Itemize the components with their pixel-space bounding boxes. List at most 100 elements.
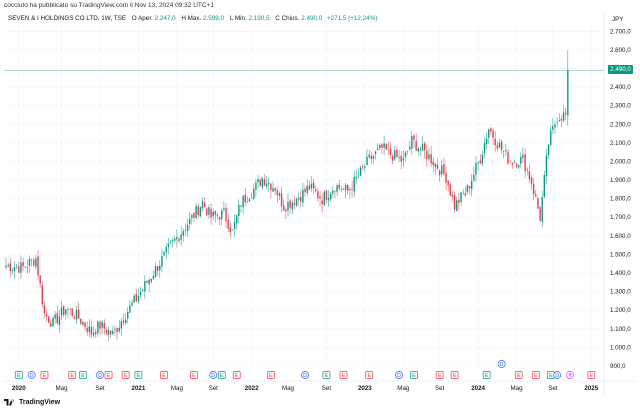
candle-body: [244, 194, 246, 203]
candle-body: [312, 182, 315, 189]
dividend-event-letter: D: [397, 373, 401, 379]
candle-body: [330, 194, 332, 200]
candle-body: [90, 327, 93, 335]
candle-body: [500, 141, 503, 150]
candle-body: [426, 150, 428, 159]
candle-body: [522, 155, 524, 159]
earnings-event-icon: [160, 371, 168, 379]
candle-body: [473, 174, 475, 181]
candle-body: [436, 164, 439, 169]
candle-body: [56, 312, 58, 324]
candle-body: [492, 130, 494, 138]
candle-body: [445, 172, 447, 183]
candle-body: [503, 151, 505, 153]
tradingview-footer[interactable]: TradingView: [4, 398, 60, 406]
y-tick-label: 2.300,0: [610, 103, 631, 110]
earnings-event-icon: [587, 371, 596, 379]
candle-body: [20, 262, 22, 273]
candle-body: [376, 148, 379, 151]
candle-body: [325, 190, 328, 200]
dividend-event-icon: [301, 371, 310, 379]
candle-body: [214, 211, 217, 215]
y-tick-label: 2.600,0: [610, 47, 631, 54]
candle-body: [73, 317, 76, 319]
y-tick-label: 900,0: [610, 363, 626, 370]
candle-body: [80, 318, 82, 324]
candle-body: [362, 165, 364, 168]
candle-body: [372, 155, 375, 159]
earnings-event-letter: E: [235, 373, 239, 379]
candle-body: [338, 184, 340, 189]
legend-open-word: Aper.: [138, 15, 153, 22]
candle-body: [178, 238, 180, 242]
candle-body: [13, 267, 16, 271]
candle-body: [86, 327, 88, 333]
candle-body: [560, 119, 563, 121]
earnings-event-letter: E: [342, 373, 346, 379]
candle-body: [39, 275, 41, 284]
candle-body: [163, 251, 165, 256]
dividend-event-icon: [395, 371, 404, 379]
y-tick-label: 2.400,0: [610, 84, 631, 91]
x-tick-label: 2024: [471, 385, 485, 392]
candle-body: [456, 200, 458, 212]
candle-body: [60, 307, 63, 316]
candle-body: [556, 122, 558, 123]
candle-body: [18, 266, 20, 273]
x-tick-label: Set: [548, 385, 558, 392]
candle-body: [11, 269, 14, 271]
legend-open-value: 2.247,0: [154, 15, 176, 22]
candle-body: [340, 189, 343, 191]
candle-body: [176, 236, 178, 240]
candle-body: [161, 256, 163, 267]
currency-label[interactable]: JPY: [612, 16, 624, 23]
candle-body: [319, 196, 321, 199]
legend-low-value: 2.190,5: [248, 15, 270, 22]
candle-body: [50, 322, 52, 327]
candle-body: [259, 179, 261, 186]
candle-body: [62, 305, 65, 315]
candle-body: [227, 219, 229, 230]
candle-body: [37, 256, 39, 276]
candle-body: [231, 229, 234, 231]
candle-body: [124, 319, 127, 324]
candle-body: [530, 177, 533, 184]
legend-high-letter: H: [181, 15, 186, 22]
candle-body: [225, 207, 227, 222]
candle-body: [197, 206, 199, 215]
earnings-event-letter: E: [325, 373, 329, 379]
split-event-glyph: [568, 372, 573, 378]
publisher-bar: cocciuto ha pubblicato su TradingView.co…: [0, 0, 640, 12]
candle-body: [82, 322, 84, 325]
candle-body: [562, 112, 565, 121]
candle-body: [268, 182, 270, 185]
y-tick-label: 1.600,0: [610, 233, 631, 240]
earnings-event-letter: E: [589, 373, 593, 379]
earnings-event-icon: [365, 371, 374, 379]
candle-body: [129, 305, 131, 313]
legend-change-value: +271,5 (+12,24%): [326, 15, 378, 22]
candle-body: [323, 191, 325, 206]
candle-body: [389, 148, 392, 155]
candle-body: [270, 184, 272, 191]
candle-body: [169, 241, 172, 243]
x-tick-label: Mag: [397, 385, 410, 392]
candle-body: [396, 149, 398, 158]
earnings-event-icon: [482, 371, 491, 379]
candle-body: [189, 218, 191, 224]
candle-body: [385, 143, 387, 150]
x-tick-label: Mag: [56, 385, 69, 392]
legend-symbol: SEVEN & I HOLDINGS CO LTD, 1W, TSE: [8, 15, 127, 22]
candle-body: [77, 309, 80, 319]
candle-body: [451, 195, 454, 197]
candle-body: [494, 138, 496, 146]
dividend-event-icon: [553, 371, 562, 379]
candle-body: [22, 262, 24, 267]
candle-body: [105, 330, 108, 334]
candle-body: [306, 186, 308, 194]
candle-body: [289, 200, 291, 208]
candle-body: [148, 279, 150, 285]
earnings-event-letter: E: [162, 373, 166, 379]
candle-body: [238, 204, 240, 216]
